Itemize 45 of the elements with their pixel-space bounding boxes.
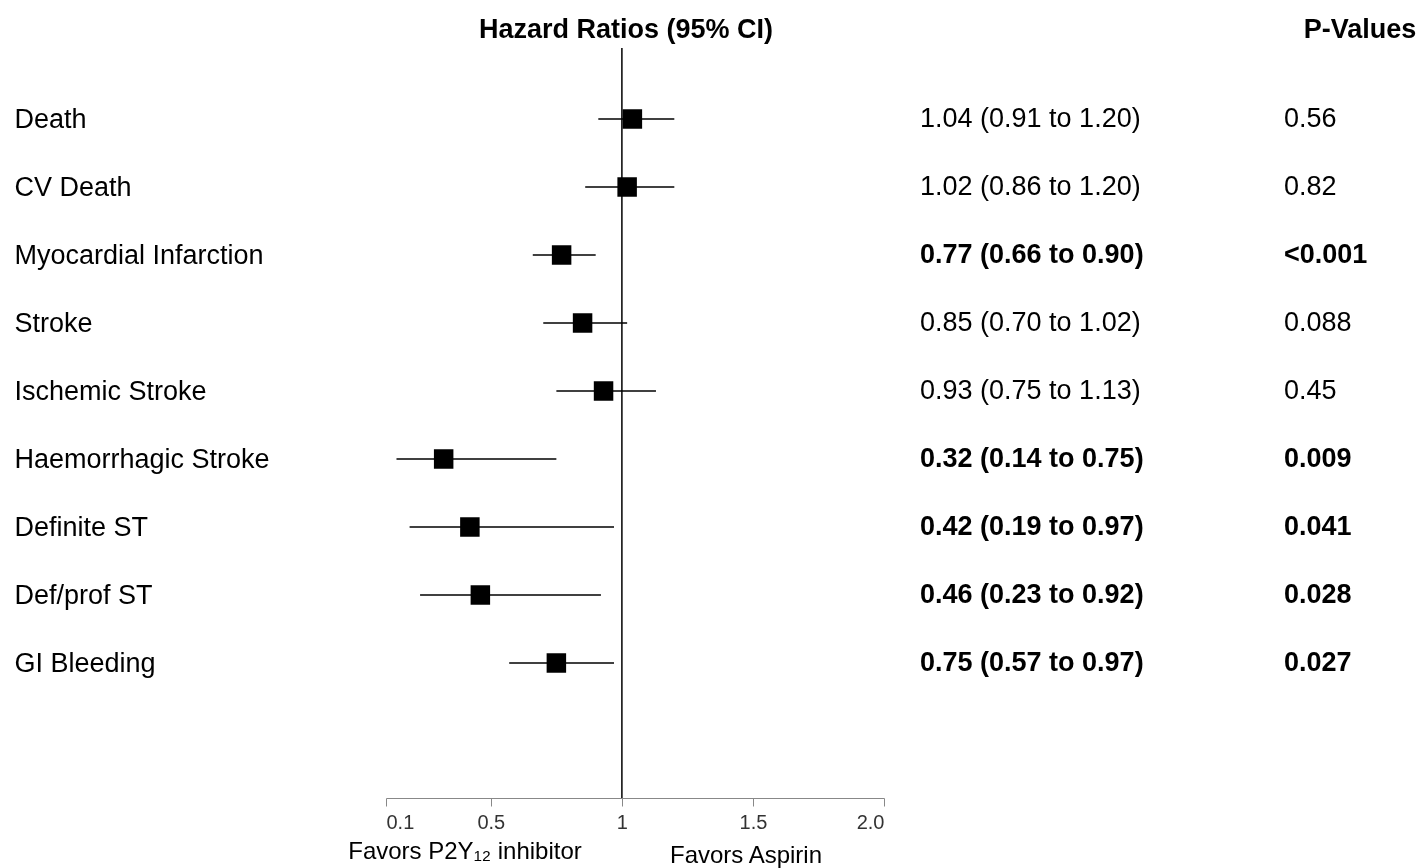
point [572,313,593,333]
point [460,517,480,537]
text: Favors Aspirin [669,841,823,868]
x-tick-label: 1 [616,810,628,833]
chart-title: Hazard Ratios (95% CI) [478,14,774,44]
text: 0.041 [1284,511,1352,541]
data-label: 0.85 (0.70 to 1.02) [920,307,1141,337]
text: Favors P2Y₁₂ inhibitor [348,837,582,864]
data-label: 0.75 (0.57 to 0.97) [920,647,1144,677]
y-tick-label: Death [14,103,87,134]
data-label: 1.02 (0.86 to 1.20) [920,171,1141,201]
point [617,177,637,197]
x-tick-label: 0.1 [386,810,415,833]
y-tick-label: GI Bleeding [14,647,156,678]
text: <0.001 [1284,239,1368,269]
data-label: 0.46 (0.23 to 0.92) [920,579,1144,609]
point [546,653,567,673]
y-tick-label: Def/prof ST [14,579,153,610]
y-tick-label: Myocardial Infarction [14,239,264,270]
y-tick-label: Ischemic Stroke [14,375,207,406]
point [551,245,572,265]
text: 0.56 [1284,103,1337,133]
x-tick-label: 0.5 [477,810,506,833]
text: 0.009 [1284,443,1352,473]
point [622,109,643,129]
x-tick-label: 2.0 [856,810,885,833]
text: 0.088 [1284,307,1352,337]
data-label: 0.32 (0.14 to 0.75) [920,443,1144,473]
data-label: 0.93 (0.75 to 1.13) [920,375,1141,405]
y-tick-label: Stroke [14,307,93,338]
point [433,449,454,469]
text: 0.82 [1284,171,1337,201]
data-label: 0.77 (0.66 to 0.90) [920,239,1144,269]
text: P-Values [1303,14,1417,44]
y-tick-label: CV Death [14,171,132,202]
point [593,381,614,401]
data-label: 1.04 (0.91 to 1.20) [920,103,1141,133]
y-tick-label: Haemorrhagic Stroke [14,443,270,474]
text: 0.45 [1284,375,1337,405]
data-label: 0.42 (0.19 to 0.97) [920,511,1144,541]
point [470,585,491,605]
text: 0.027 [1284,647,1352,677]
x-tick-label: 1.5 [739,810,768,833]
text: 0.028 [1284,579,1352,609]
y-tick-label: Definite ST [14,511,149,542]
